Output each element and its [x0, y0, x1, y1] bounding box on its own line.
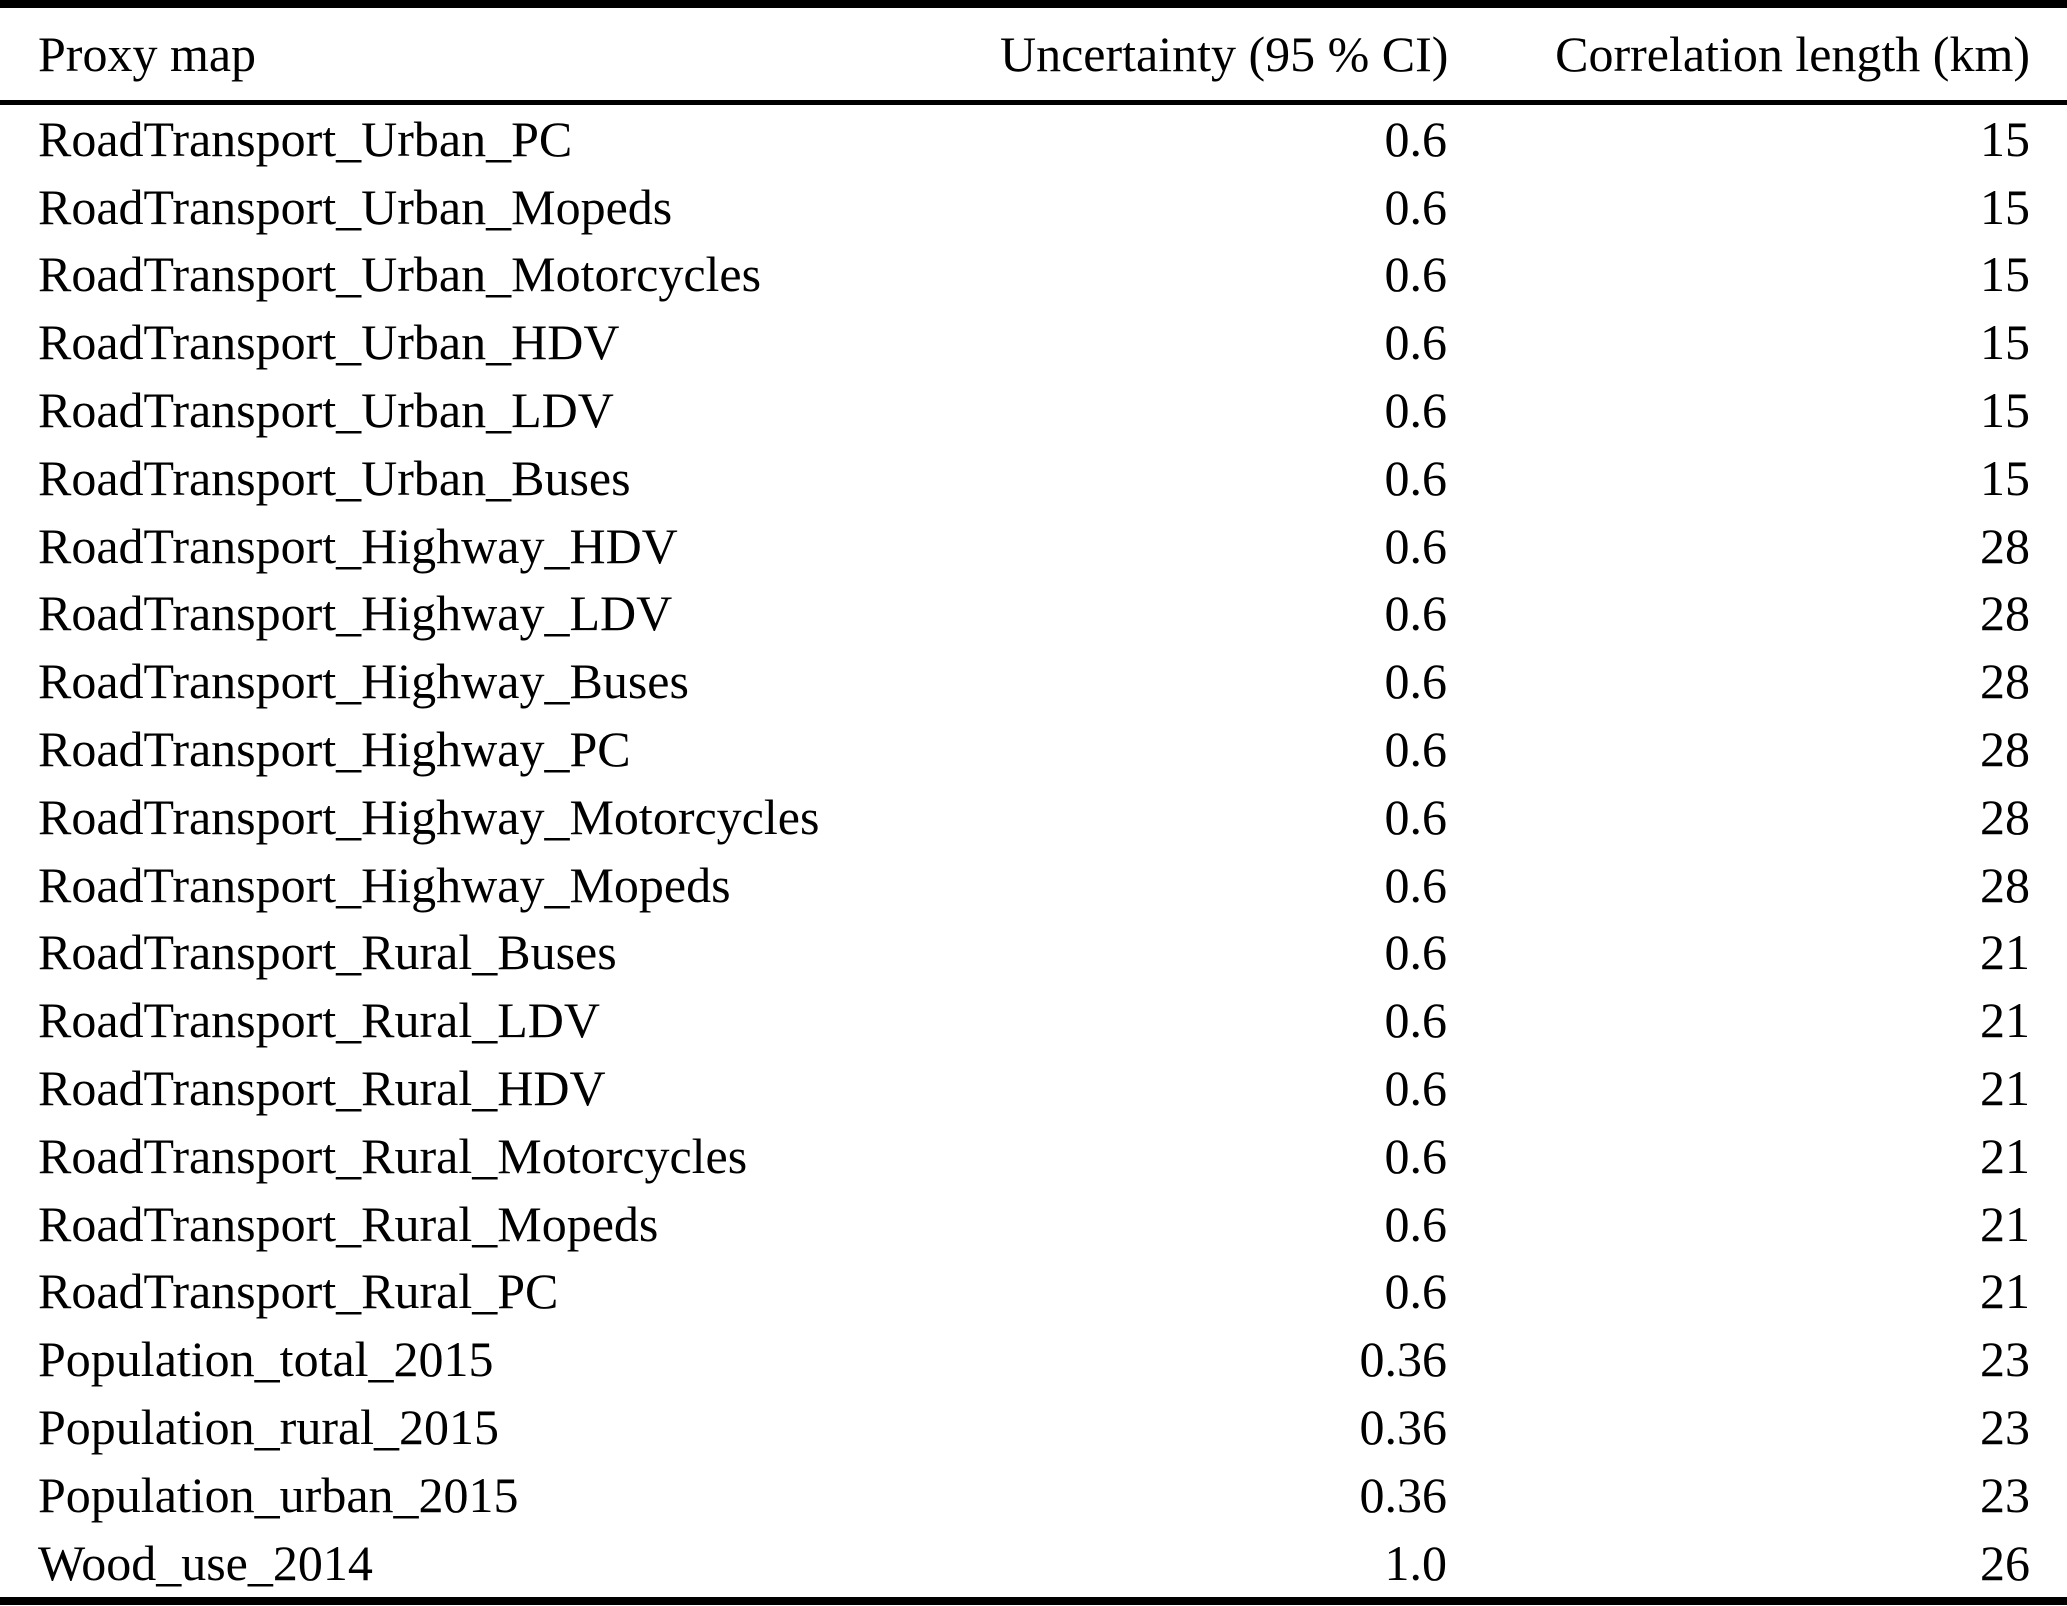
uncertainty-cell: 0.6	[1384, 1195, 1448, 1252]
column-header-correlation-length: Correlation length (km)	[1555, 26, 2030, 82]
proxy-map-cell: RoadTransport_Rural_Buses	[38, 924, 617, 981]
proxy-map-cell: RoadTransport_Rural_Motorcycles	[38, 1127, 748, 1184]
proxy-map-cell: RoadTransport_Urban_HDV	[38, 314, 620, 371]
proxy-map-cell: RoadTransport_Highway_Buses	[38, 653, 689, 710]
table-row: RoadTransport_Urban_Mopeds 0.6 15	[0, 173, 2067, 241]
table-row: RoadTransport_Highway_Mopeds 0.6 28	[0, 851, 2067, 919]
correlation-length-cell: 28	[1980, 585, 2030, 642]
uncertainty-cell: 0.6	[1384, 1127, 1448, 1184]
proxy-map-cell: RoadTransport_Urban_Motorcycles	[38, 246, 762, 303]
table-row: RoadTransport_Highway_PC 0.6 28	[0, 715, 2067, 783]
table-row: RoadTransport_Rural_Buses 0.6 21	[0, 919, 2067, 987]
table-row: RoadTransport_Rural_PC 0.6 21	[0, 1258, 2067, 1326]
correlation-length-cell: 21	[1980, 1195, 2030, 1252]
correlation-length-cell: 23	[1980, 1331, 2030, 1388]
uncertainty-cell: 0.6	[1384, 721, 1448, 778]
table-row: RoadTransport_Urban_HDV 0.6 15	[0, 308, 2067, 376]
correlation-length-cell: 15	[1980, 246, 2030, 303]
proxy-map-cell: Population_rural_2015	[38, 1399, 500, 1456]
uncertainty-cell: 0.6	[1384, 1060, 1448, 1117]
correlation-length-cell: 23	[1980, 1466, 2030, 1523]
proxy-map-cell: RoadTransport_Rural_HDV	[38, 1060, 606, 1117]
uncertainty-cell: 0.6	[1384, 924, 1448, 981]
table-row: RoadTransport_Highway_Buses 0.6 28	[0, 647, 2067, 715]
proxy-map-cell: RoadTransport_Highway_LDV	[38, 585, 673, 642]
table-row: RoadTransport_Highway_Motorcycles 0.6 28	[0, 783, 2067, 851]
proxy-map-cell: RoadTransport_Highway_HDV	[38, 517, 678, 574]
uncertainty-cell: 0.6	[1384, 382, 1448, 439]
table-row: RoadTransport_Rural_HDV 0.6 21	[0, 1054, 2067, 1122]
table-row: RoadTransport_Highway_LDV 0.6 28	[0, 580, 2067, 648]
proxy-map-cell: RoadTransport_Rural_Mopeds	[38, 1195, 659, 1252]
table-row: RoadTransport_Urban_Motorcycles 0.6 15	[0, 241, 2067, 309]
correlation-length-cell: 15	[1980, 178, 2030, 235]
correlation-length-cell: 21	[1980, 1127, 2030, 1184]
uncertainty-cell: 0.36	[1359, 1331, 1448, 1388]
column-header-uncertainty: Uncertainty (95 % CI)	[1000, 26, 1449, 82]
table-row: RoadTransport_Rural_Motorcycles 0.6 21	[0, 1122, 2067, 1190]
uncertainty-cell: 0.6	[1384, 856, 1448, 913]
uncertainty-cell: 0.6	[1384, 1263, 1448, 1320]
correlation-length-cell: 28	[1980, 721, 2030, 778]
table-header-row: Proxy map Uncertainty (95 % CI) Correlat…	[0, 4, 2067, 103]
table-row: Wood_use_2014 1.0 26	[0, 1529, 2067, 1601]
correlation-length-cell: 26	[1980, 1534, 2030, 1591]
correlation-length-cell: 23	[1980, 1399, 2030, 1456]
correlation-length-cell: 15	[1980, 314, 2030, 371]
correlation-length-cell: 15	[1980, 382, 2030, 439]
table-row: Population_total_2015 0.36 23	[0, 1325, 2067, 1393]
table-row: RoadTransport_Urban_Buses 0.6 15	[0, 444, 2067, 512]
uncertainty-cell: 0.6	[1384, 110, 1448, 167]
table-row: RoadTransport_Rural_Mopeds 0.6 21	[0, 1190, 2067, 1258]
uncertainty-cell: 0.36	[1359, 1466, 1448, 1523]
proxy-map-cell: RoadTransport_Highway_Mopeds	[38, 856, 731, 913]
uncertainty-cell: 1.0	[1384, 1534, 1448, 1591]
table-row: Population_rural_2015 0.36 23	[0, 1393, 2067, 1461]
correlation-length-cell: 21	[1980, 992, 2030, 1049]
proxy-map-cell: RoadTransport_Highway_PC	[38, 721, 631, 778]
correlation-length-cell: 28	[1980, 653, 2030, 710]
proxy-map-cell: RoadTransport_Urban_Mopeds	[38, 178, 673, 235]
table-row: RoadTransport_Rural_LDV 0.6 21	[0, 986, 2067, 1054]
uncertainty-cell: 0.6	[1384, 246, 1448, 303]
proxy-map-cell: Population_total_2015	[38, 1331, 494, 1388]
proxy-map-cell: RoadTransport_Rural_PC	[38, 1263, 559, 1320]
correlation-length-cell: 15	[1980, 110, 2030, 167]
correlation-length-cell: 15	[1980, 449, 2030, 506]
proxy-map-cell: RoadTransport_Highway_Motorcycles	[38, 788, 820, 845]
proxy-map-cell: Wood_use_2014	[38, 1534, 373, 1591]
correlation-length-cell: 28	[1980, 517, 2030, 574]
uncertainty-cell: 0.6	[1384, 314, 1448, 371]
uncertainty-cell: 0.6	[1384, 585, 1448, 642]
column-header-proxy-map: Proxy map	[38, 26, 257, 82]
proxy-map-cell: Population_urban_2015	[38, 1466, 519, 1523]
table-row: Population_urban_2015 0.36 23	[0, 1461, 2067, 1529]
uncertainty-cell: 0.6	[1384, 178, 1448, 235]
correlation-length-cell: 21	[1980, 1060, 2030, 1117]
correlation-length-cell: 21	[1980, 1263, 2030, 1320]
proxy-map-cell: RoadTransport_Urban_LDV	[38, 382, 614, 439]
table-row: RoadTransport_Urban_PC 0.6 15	[0, 103, 2067, 173]
correlation-length-cell: 21	[1980, 924, 2030, 981]
uncertainty-cell: 0.6	[1384, 449, 1448, 506]
correlation-length-cell: 28	[1980, 856, 2030, 913]
proxy-map-cell: RoadTransport_Urban_PC	[38, 110, 573, 167]
uncertainty-cell: 0.36	[1359, 1399, 1448, 1456]
proxy-map-cell: RoadTransport_Urban_Buses	[38, 449, 631, 506]
uncertainty-cell: 0.6	[1384, 788, 1448, 845]
correlation-length-cell: 28	[1980, 788, 2030, 845]
proxy-map-cell: RoadTransport_Rural_LDV	[38, 992, 601, 1049]
uncertainty-cell: 0.6	[1384, 653, 1448, 710]
uncertainty-cell: 0.6	[1384, 517, 1448, 574]
table-body: RoadTransport_Urban_PC 0.6 15 RoadTransp…	[0, 103, 2067, 1601]
table-header: Proxy map Uncertainty (95 % CI) Correlat…	[0, 4, 2067, 103]
table-row: RoadTransport_Highway_HDV 0.6 28	[0, 512, 2067, 580]
uncertainty-cell: 0.6	[1384, 992, 1448, 1049]
table-row: RoadTransport_Urban_LDV 0.6 15	[0, 376, 2067, 444]
